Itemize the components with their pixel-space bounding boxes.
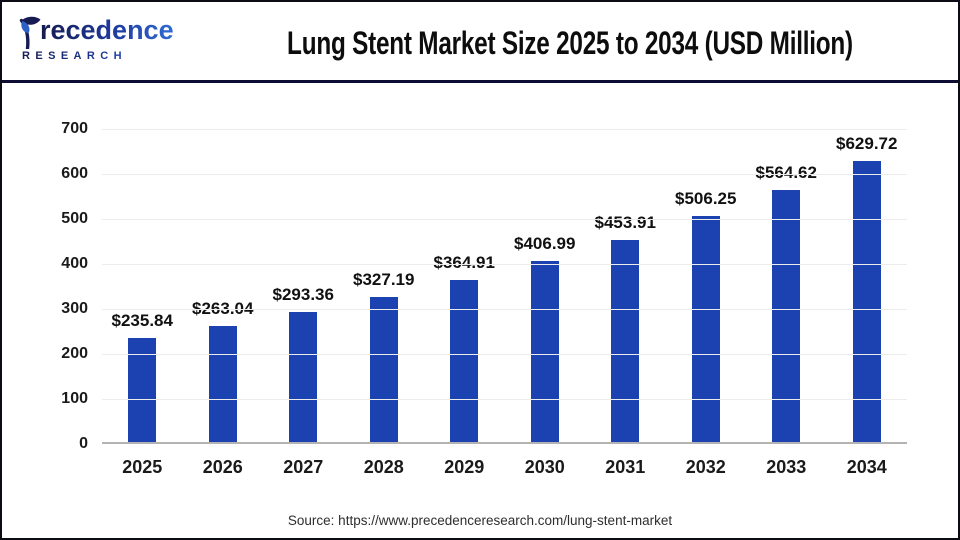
bar-value-label: $327.19 [353,269,415,289]
x-tick-label: 2031 [605,457,646,477]
y-tick-label: 400 [61,255,88,272]
x-axis-baseline [102,442,907,444]
bar-2027 [289,312,318,444]
bar-group: $327.19 [344,129,425,444]
bar-value-label: $564.62 [755,162,817,182]
bar-value-label: $293.36 [272,285,334,304]
bar-2026 [208,325,237,444]
y-tick-label: 300 [61,300,88,317]
chart-title: Lung Stent Market Size 2025 to 2034 (USD… [287,25,853,61]
y-tick-label: 200 [61,345,88,362]
x-tick-label: 2032 [685,457,726,477]
x-tick-label: 2026 [202,457,243,477]
bar-group: $263.04 [183,129,264,444]
x-axis-labels: 2025 2026 2027 2028 2029 2030 2031 2032 2033 2034 [102,457,907,477]
gridline [102,264,907,265]
gridline [102,309,907,310]
source-text: Source: https://www.precedenceresearch.c… [287,513,673,528]
bar-value-label: $506.25 [675,189,737,209]
x-tick-label: 2030 [524,457,565,477]
bar-2034 [852,160,881,444]
bar-value-label: $453.91 [594,212,656,232]
bar-group: $364.91 [424,129,505,444]
x-tick-label: 2029 [444,457,485,477]
y-tick-label: 700 [61,120,88,137]
bar-group: $506.25 [666,129,747,444]
bar-group: $453.91 [585,129,666,444]
brand-wordmark: recedence [18,15,174,49]
gridline [102,399,907,400]
bar-value-label: $235.84 [111,310,173,330]
brand-subtitle: RESEARCH [18,50,174,62]
bar-group: $293.36 [263,129,344,444]
bar-2032 [691,216,720,444]
x-tick-label: 2025 [122,457,163,477]
bar-group: $564.62 [746,129,827,444]
bar-value-label: $406.99 [514,233,576,253]
gridline [102,354,907,355]
bar-group: $235.84 [102,129,183,444]
y-tick-label: 600 [61,165,88,182]
bar-value-label: $629.72 [836,133,898,153]
bar-2025 [128,337,157,444]
gridline [102,129,907,130]
y-tick-label: 0 [79,435,88,452]
bar-2030 [530,260,559,444]
bar-2033 [772,189,801,444]
brand-logo: recedence RESEARCH [18,15,174,62]
y-tick-label: 100 [61,390,88,407]
bars-container: $235.84 $263.04 $293.36 $327.19 $364.91 $406.… [102,129,907,444]
bar-value-label: $263.04 [192,298,254,318]
bar-group: $406.99 [505,129,586,444]
bar-2029 [450,279,479,444]
bar-value-label: $364.91 [433,252,495,272]
x-tick-label: 2027 [283,457,324,477]
bar-2028 [369,296,398,444]
x-tick-label: 2028 [363,457,404,477]
y-tick-label: 500 [61,210,88,227]
bar-2031 [611,239,640,444]
x-tick-label: 2034 [846,457,887,477]
logo-pinwheel-p-icon [19,16,41,49]
brand-name: recedence [40,15,174,45]
plot-area: $235.84 $263.04 $293.36 $327.19 $364.91 $406.… [61,120,907,452]
gridline [102,174,907,175]
gridline [102,219,907,220]
x-tick-label: 2033 [766,457,807,477]
bar-group: $629.72 [827,129,908,444]
header: recedence RESEARCH Lung Stent Market Siz… [2,2,958,83]
